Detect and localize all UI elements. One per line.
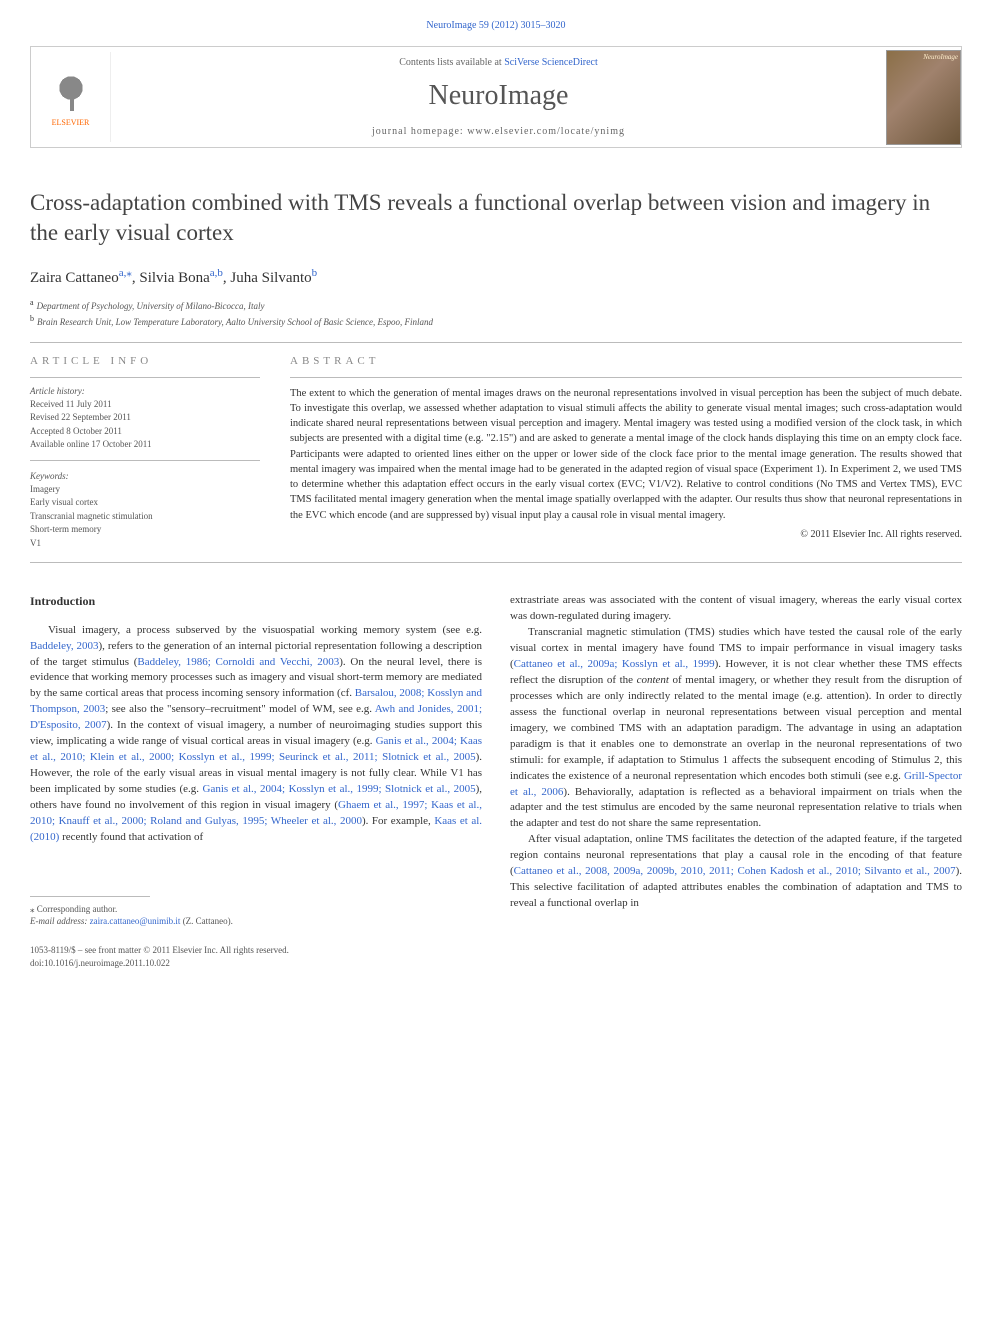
accepted-date: Accepted 8 October 2011 [30,425,260,439]
body-col-right: extrastriate areas was associated with t… [510,593,962,969]
corresponding-author: ⁎ Corresponding author. [30,903,482,916]
author-2-affil: a,b [210,267,223,279]
article-info-heading: ARTICLE INFO [30,355,260,367]
divider-2 [30,562,962,563]
intro-paragraph-1: Visual imagery, a process subserved by t… [30,623,482,846]
col2-paragraph-2: Transcranial magnetic stimulation (TMS) … [510,625,962,832]
affiliation-a: aDepartment of Psychology, University of… [30,297,962,314]
author-3-affil: b [312,267,318,279]
keyword: Early visual cortex [30,496,260,510]
contents-lists: Contents lists available at SciVerse Sci… [131,57,866,68]
col2-paragraph-3: After visual adaptation, online TMS faci… [510,832,962,912]
affiliations: aDepartment of Psychology, University of… [30,297,962,330]
keyword: Imagery [30,483,260,497]
received-date: Received 11 July 2011 [30,398,260,412]
journal-name: NeuroImage [131,80,866,112]
history-label: Article history: [30,386,260,396]
ref-link[interactable]: Cattaneo et al., 2009a; Kosslyn et al., … [514,658,715,670]
keyword: Transcranial magnetic stimulation [30,510,260,524]
authors: Zaira Cattaneoa,⁎, Silvia Bonaa,b, Juha … [30,266,962,287]
keywords-label: Keywords: [30,471,260,481]
issn-line: 1053-8119/$ – see front matter © 2011 El… [30,944,482,957]
ref-link[interactable]: Cattaneo et al., 2008, 2009a, 2009b, 201… [514,865,956,877]
info-rule-1 [30,377,260,378]
emphasis-content: content [637,674,669,686]
body-col-left: Introduction Visual imagery, a process s… [30,593,482,969]
doi-line: doi:10.1016/j.neuroimage.2011.10.022 [30,957,482,970]
copyright: © 2011 Elsevier Inc. All rights reserved… [290,529,962,540]
author-2: , Silvia Bona [132,270,210,286]
keyword: V1 [30,537,260,551]
journal-cover-thumbnail: NeuroImage [886,50,961,145]
body-columns: Introduction Visual imagery, a process s… [30,593,962,969]
journal-header: ELSEVIER Contents lists available at Sci… [30,46,962,148]
sciverse-link[interactable]: SciVerse ScienceDirect [504,57,598,68]
contents-prefix: Contents lists available at [399,57,504,68]
abstract-text: The extent to which the generation of me… [290,386,962,523]
abstract: ABSTRACT The extent to which the generat… [290,355,962,551]
email-link[interactable]: zaira.cattaneo@unimib.it [90,916,181,926]
revised-date: Revised 22 September 2011 [30,411,260,425]
ref-link[interactable]: Baddeley, 1986; Cornoldi and Vecchi, 200… [137,656,339,668]
publisher-name: ELSEVIER [52,118,90,127]
author-3: , Juha Silvanto [223,270,312,286]
abstract-rule [290,377,962,378]
journal-homepage: journal homepage: www.elsevier.com/locat… [131,126,866,137]
ref-link[interactable]: Ganis et al., 2004; Kosslyn et al., 1999… [203,783,476,795]
email-footnote: E-mail address: zaira.cattaneo@unimib.it… [30,915,482,928]
introduction-heading: Introduction [30,593,482,610]
author-1: Zaira Cattaneo [30,270,119,286]
info-rule-2 [30,460,260,461]
affiliation-b: bBrain Research Unit, Low Temperature La… [30,313,962,330]
divider-1 [30,342,962,343]
top-citation-link[interactable]: NeuroImage 59 (2012) 3015–3020 [426,20,565,31]
top-citation: NeuroImage 59 (2012) 3015–3020 [30,20,962,31]
ref-link[interactable]: Baddeley, 2003 [30,640,99,652]
info-abstract-row: ARTICLE INFO Article history: Received 1… [30,355,962,551]
header-center: Contents lists available at SciVerse Sci… [111,47,886,147]
article-info: ARTICLE INFO Article history: Received 1… [30,355,260,551]
online-date: Available online 17 October 2011 [30,438,260,452]
elsevier-logo: ELSEVIER [31,52,111,142]
elsevier-tree-icon [46,68,96,118]
article-title: Cross-adaptation combined with TMS revea… [30,188,962,248]
bottom-info: 1053-8119/$ – see front matter © 2011 El… [30,944,482,969]
cover-label: NeuroImage [923,53,958,61]
col2-paragraph-1: extrastriate areas was associated with t… [510,593,962,625]
abstract-heading: ABSTRACT [290,355,962,367]
keyword: Short-term memory [30,523,260,537]
footnote-rule [30,896,150,897]
